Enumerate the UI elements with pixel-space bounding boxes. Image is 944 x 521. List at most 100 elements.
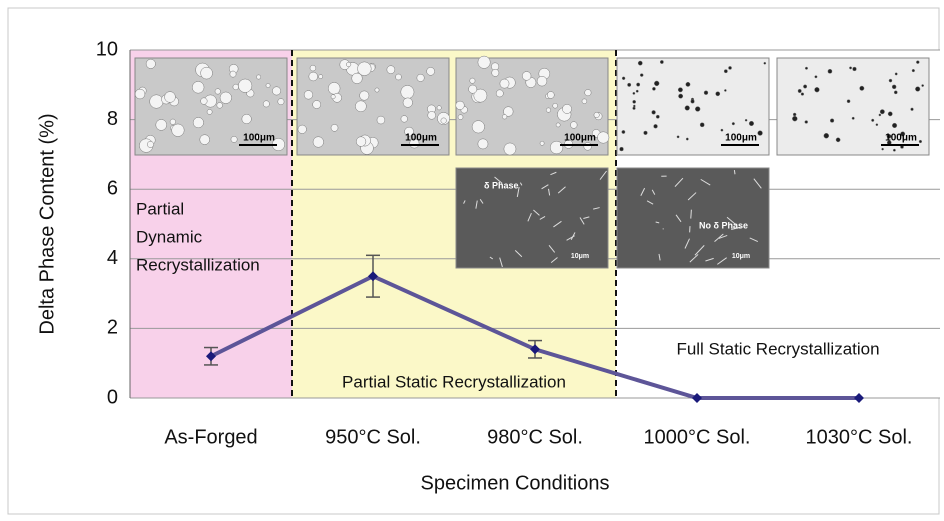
grain [622,77,625,80]
grain [582,99,587,104]
x-tick-label: 1030°C Sol. [806,426,913,448]
grain [654,124,658,128]
grain [147,141,153,147]
y-tick-label: 4 [107,247,118,269]
region-label: Partial [136,199,184,218]
grain [395,74,401,80]
grain [911,108,914,111]
micrograph: 100μm [617,58,769,155]
grain [478,56,490,68]
grain [860,86,864,90]
x-axis-label: Specimen Conditions [421,472,610,494]
grain [745,119,747,121]
grain [331,95,335,99]
x-tick-label: 980°C Sol. [487,426,583,448]
grain [556,123,560,127]
grain-boundary [734,170,735,174]
grain [894,91,897,94]
grain [691,100,695,104]
grain [156,119,167,130]
y-tick-label: 0 [107,386,118,408]
grain [356,137,366,147]
grain [620,147,624,151]
grain [686,138,688,140]
grain [360,91,369,100]
grain [922,84,924,86]
region-label: Partial Static Recrystallization [342,372,566,391]
grain [677,136,679,138]
grain [889,79,892,82]
scale-label: 10μm [732,253,750,260]
grain [331,124,338,131]
grain [319,75,323,79]
grain [622,130,625,133]
grain [656,115,659,118]
grain [652,87,655,90]
grain [830,119,834,123]
grain [355,101,366,112]
grain [193,117,203,127]
micrograph: 100μm [297,58,450,155]
grain [792,116,797,121]
grain [146,59,155,68]
x-tick-label: As-Forged [164,426,257,448]
grain [310,65,316,71]
grain [547,91,554,98]
grain [652,110,656,114]
grain [313,100,321,108]
grain [793,113,796,116]
grain [633,92,635,94]
y-tick-label: 6 [107,177,118,199]
grain [633,107,636,110]
grain [437,106,441,110]
grain [640,74,643,77]
grain [472,121,485,134]
grain [401,116,408,123]
grain [627,83,630,86]
grain [172,124,185,137]
grain [880,110,884,114]
grain [200,135,210,145]
grain [732,122,735,125]
y-tick-label: 10 [96,38,118,60]
grain [298,125,307,134]
grain [492,69,499,76]
grain [638,61,642,65]
grain [570,122,577,129]
y-axis-label: Delta Phase Content (%) [36,113,58,334]
grain [892,123,897,128]
grain [135,89,145,99]
grain [636,90,638,92]
grain [553,103,558,108]
grain [441,118,447,124]
grain [716,92,720,96]
grain [230,71,236,77]
grain [915,87,920,92]
phase-note: No δ Phase [699,220,748,230]
grain [562,104,571,113]
grain [798,89,802,93]
grain [704,91,708,95]
grain [201,67,213,79]
grain [849,67,851,69]
grain [636,83,639,86]
grain [888,112,892,116]
grain [685,106,690,111]
grain [879,114,881,116]
grain [686,82,690,86]
grain [470,78,475,83]
micrograph: 100μm [135,58,287,155]
grain [660,60,663,63]
grain [654,81,659,86]
grain [724,89,726,91]
grain [537,76,547,86]
grain [912,69,915,72]
phase-note: δ Phase [484,180,518,190]
grain [263,101,269,107]
grain [428,111,436,119]
grain [919,140,922,143]
grain [417,74,424,81]
grain [256,75,260,79]
grain [540,141,544,145]
grain [597,132,609,144]
